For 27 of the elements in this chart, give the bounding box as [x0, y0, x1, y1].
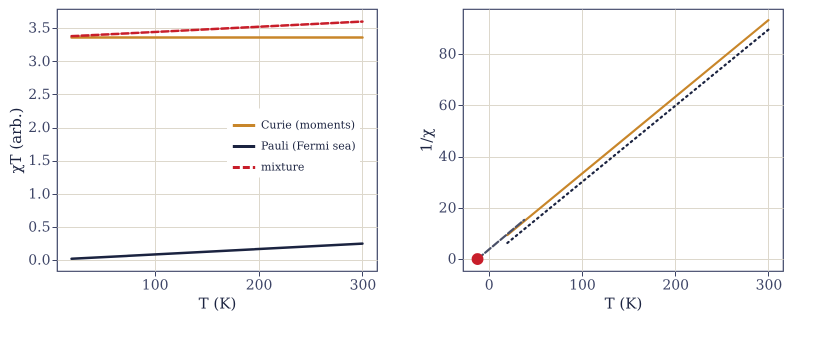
y-tick-label: 3.5 [28, 20, 50, 37]
y-tick-label: 0.5 [28, 220, 50, 236]
x-axis-title: T (K) [604, 294, 642, 312]
x-tick-label: 300 [756, 278, 782, 294]
y-tick-label: 60 [438, 98, 456, 114]
x-tick-label: 0 [484, 278, 494, 294]
y-tick-label: 0 [448, 252, 456, 268]
x-tick-label: 100 [142, 278, 169, 294]
y-tick-label: 2.5 [28, 86, 50, 103]
x-tick-label: 200 [246, 278, 272, 294]
y-tick-label: 20 [438, 200, 456, 216]
y-tick-label: 3.0 [28, 54, 50, 70]
x-tick-label: 200 [662, 278, 690, 294]
y-tick-label: 1.5 [28, 153, 50, 170]
y-tick-label: 1.0 [28, 186, 50, 202]
y-tick-label: 2.0 [28, 120, 50, 136]
x-axis-title: T (K) [198, 294, 236, 312]
legend-label: Pauli (Fermi sea) [261, 140, 356, 153]
y-axis-title: 1/χ [418, 128, 436, 152]
y-tick-label: 80 [438, 46, 456, 63]
legend-label: mixture [261, 160, 304, 174]
x-tick-label: 100 [569, 278, 596, 294]
y-tick-label: 40 [438, 149, 456, 166]
y-axis-title: χT (arb.) [7, 107, 26, 174]
y-tick-label: 0.0 [28, 252, 50, 269]
legend-label: Curie (moments) [261, 118, 356, 132]
x-tick-label: 300 [350, 278, 376, 294]
